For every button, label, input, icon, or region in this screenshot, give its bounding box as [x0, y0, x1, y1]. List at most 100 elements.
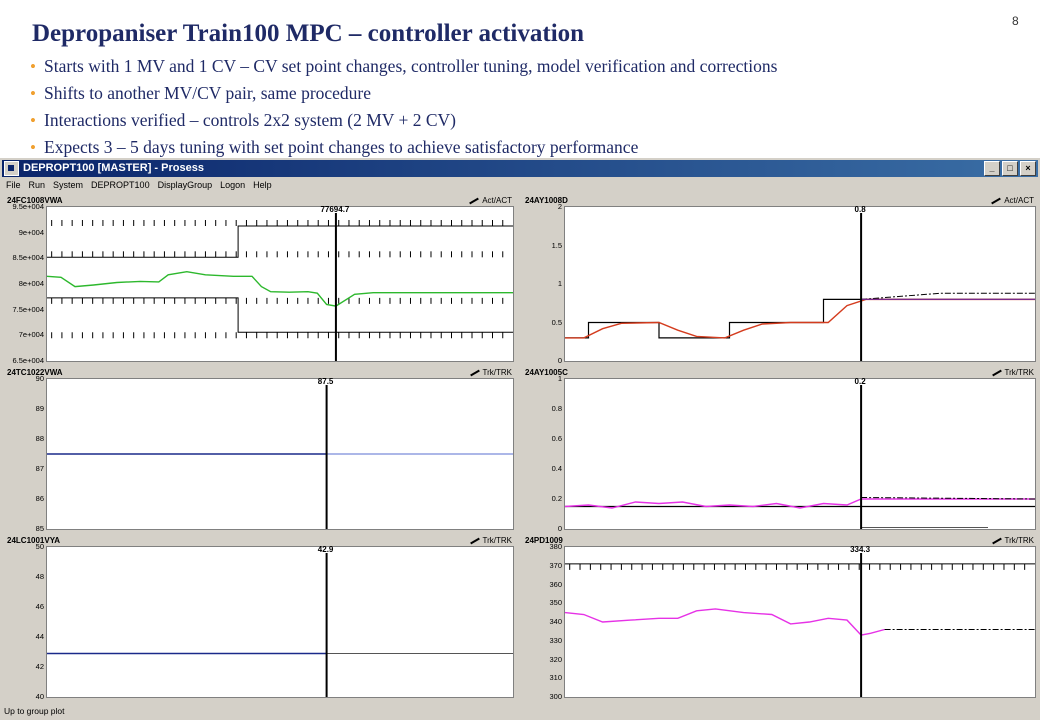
trend-plot[interactable]: [564, 546, 1036, 698]
y-tick-label: 50: [35, 542, 44, 551]
panel-mode-label: Trk/TRK: [482, 536, 512, 545]
y-tick-label: 340: [549, 617, 562, 626]
y-tick-label: 85: [35, 524, 44, 533]
trend-svg: [46, 213, 513, 361]
bullet-item: • Shifts to another MV/CV pair, same proc…: [30, 81, 777, 108]
y-tick-label: 87: [35, 464, 44, 473]
y-tick-label: 88: [35, 434, 44, 443]
y-tick-label: 42: [35, 662, 44, 671]
y-tick-label: 370: [549, 560, 562, 570]
y-tick-label: 350: [549, 598, 562, 608]
y-tick-label: 46: [35, 602, 44, 611]
trend-svg: [564, 553, 1035, 697]
panel-tag: 24AY1008D: [525, 196, 568, 205]
bullet-text: Shifts to another MV/CV pair, same proce…: [44, 83, 372, 103]
y-tick-label: 6.5e+004: [12, 356, 45, 365]
y-tick-label: 8e+004: [18, 279, 44, 288]
trend-plot[interactable]: [46, 206, 514, 362]
trend-panel[interactable]: 24PD1009 Trk/TRK 380 370 360 350 340 330 320 310 3…: [520, 534, 1038, 701]
app-icon[interactable]: [4, 161, 19, 176]
panel-mode[interactable]: Trk/TRK: [990, 368, 1034, 377]
bullet-list: • Starts with 1 MV and 1 CV – CV set poin…: [30, 54, 777, 162]
bullet-item: • Starts with 1 MV and 1 CV – CV set poin…: [30, 54, 777, 81]
pv-trace: [564, 498, 1035, 509]
y-tick-label: 40: [35, 692, 44, 701]
menu-depropt100[interactable]: DEPROPT100: [91, 180, 150, 190]
bullet-dot-icon: •: [30, 57, 36, 76]
panel-tag: 24LC1001VYA: [7, 536, 61, 545]
window-controls: _ □ ×: [984, 161, 1036, 176]
app-window: DEPROPT100 [MASTER] - Prosess _ □ × File…: [0, 158, 1040, 720]
bullet-dot-icon: •: [30, 111, 36, 130]
trend-svg: [565, 213, 1035, 361]
pv-trace: [46, 270, 513, 307]
y-tick-label: 44: [35, 632, 44, 641]
pv-trace: [564, 608, 885, 636]
pen-icon: [990, 537, 1002, 545]
y-tick-label: 1: [557, 374, 562, 383]
pen-icon: [468, 537, 480, 545]
trend-svg: [47, 385, 513, 529]
pen-icon: [467, 197, 479, 205]
y-tick-label: 320: [549, 654, 562, 664]
y-tick-label: 89: [35, 404, 44, 413]
panel-tag: 24PD1009: [525, 536, 563, 545]
cursor-value: 42.9: [317, 545, 334, 554]
bullet-item: • Interactions verified – controls 2x2 sy…: [30, 108, 777, 135]
cursor-value: 0.2: [854, 377, 866, 386]
panel-mode[interactable]: Trk/TRK: [468, 536, 512, 545]
prediction-trace: [861, 292, 1035, 300]
y-tick-label: 330: [549, 635, 562, 645]
trend-panel[interactable]: 24AY1005C Trk/TRK 1 0.8 0.6 0.4 0.2 0 0.2: [520, 366, 1038, 533]
menu-displaygroup[interactable]: DisplayGroup: [157, 180, 213, 190]
y-tick-label: 2: [557, 202, 562, 211]
trend-plot[interactable]: [46, 546, 514, 698]
menu-help[interactable]: Help: [253, 180, 272, 190]
panel-mode[interactable]: Act/ACT: [467, 196, 512, 205]
trend-plot[interactable]: [46, 378, 514, 530]
trend-panel[interactable]: 24LC1001VYA Trk/TRK 50 48 46 44 42 40 42.9: [2, 534, 516, 701]
panel-mode[interactable]: Trk/TRK: [990, 536, 1034, 545]
y-tick-label: 300: [549, 692, 562, 701]
status-bar: Up to group plot: [4, 706, 65, 716]
pv-trace: [565, 298, 1035, 339]
close-button[interactable]: ×: [1020, 161, 1036, 176]
menu-system[interactable]: System: [53, 180, 84, 190]
y-tick-label: 360: [549, 579, 562, 589]
low-limit-line: [47, 297, 513, 333]
menu-file[interactable]: File: [6, 180, 21, 190]
y-tick-label: 86: [35, 494, 44, 503]
y-tick-label: 9e+004: [18, 227, 44, 237]
panel-mode[interactable]: Trk/TRK: [468, 368, 512, 377]
panel-mode-label: Act/ACT: [482, 196, 512, 205]
trend-plot[interactable]: [564, 206, 1036, 362]
y-tick-label: 7.5e+004: [12, 304, 45, 314]
y-tick-label: 48: [35, 572, 44, 581]
slide-title: Depropaniser Train100 MPC – controller a…: [32, 20, 585, 47]
maximize-button[interactable]: □: [1002, 161, 1018, 176]
trend-plot[interactable]: [564, 378, 1036, 530]
pen-icon: [989, 197, 1001, 205]
prediction-trace: [861, 497, 1036, 500]
panel-mode-label: Trk/TRK: [1004, 368, 1034, 377]
y-tick-label: 380: [549, 542, 562, 551]
trend-panel[interactable]: 24AY1008D Act/ACT 2 1.5 1 0.5 0 0.8: [520, 194, 1038, 365]
cursor-value: 77694.7: [320, 205, 350, 214]
menu-logon[interactable]: Logon: [220, 180, 246, 190]
window-titlebar[interactable]: DEPROPT100 [MASTER] - Prosess _ □ ×: [2, 160, 1038, 177]
trend-svg: [564, 385, 1036, 529]
bullet-dot-icon: •: [30, 138, 36, 157]
menu-run[interactable]: Run: [28, 180, 46, 190]
y-tick-label: 90: [35, 374, 44, 383]
y-tick-label: 0.6: [551, 434, 562, 443]
bullet-text: Expects 3 – 5 days tuning with set point…: [44, 137, 639, 157]
y-tick-label: 8.5e+004: [12, 253, 45, 263]
minimize-button[interactable]: _: [984, 161, 1000, 176]
page-number: 8: [1012, 14, 1019, 28]
panel-mode[interactable]: Act/ACT: [989, 196, 1034, 205]
trend-panel[interactable]: 24FC1008VWA Act/ACT 9.5e+004 9e+004 8.5e+004…: [2, 194, 516, 365]
y-tick-label: 0: [557, 356, 562, 365]
trend-panel[interactable]: 24TC1022VWA Trk/TRK 90 89 88 87 86 85 87.5: [2, 366, 516, 533]
y-tick-label: 9.5e+004: [12, 202, 45, 211]
y-tick-label: 0: [557, 524, 562, 533]
